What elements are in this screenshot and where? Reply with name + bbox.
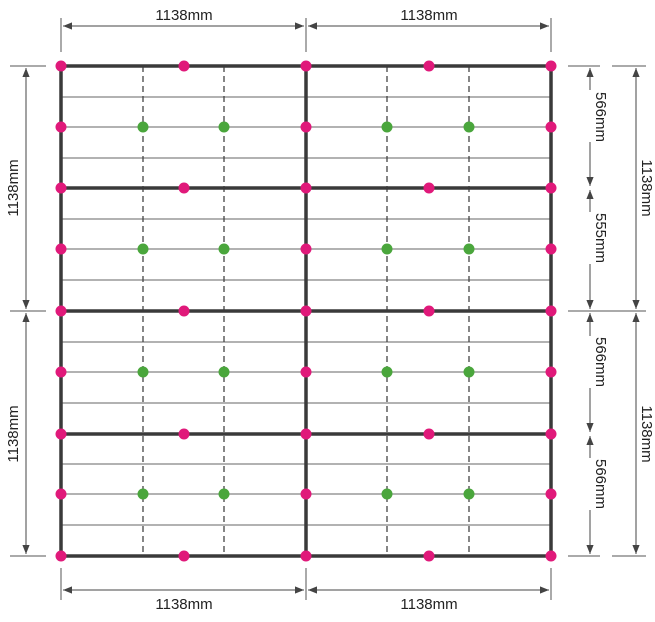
fixing-point-magenta xyxy=(55,243,67,255)
dim-label-left-upper: 1138mm xyxy=(5,159,22,216)
fixing-point-green xyxy=(463,366,475,378)
fixing-point-magenta xyxy=(55,366,67,378)
fixing-point-magenta xyxy=(545,182,557,194)
extension-lines xyxy=(10,18,646,600)
dim-label-right-upper: 1138mm xyxy=(638,159,655,216)
fixing-point-magenta xyxy=(178,182,190,194)
fixing-point-magenta xyxy=(300,428,312,440)
dim-label-top-right: 1138mm xyxy=(400,7,457,24)
fixing-point-magenta xyxy=(300,121,312,133)
fixing-point-magenta xyxy=(300,243,312,255)
fixing-point-magenta xyxy=(423,428,435,440)
dim-label-top-left: 1138mm xyxy=(155,7,212,24)
fixing-point-green xyxy=(381,366,393,378)
fixing-point-magenta xyxy=(423,550,435,562)
dim-label-inner-3: 566mm xyxy=(592,337,609,387)
fixing-point-magenta xyxy=(545,243,557,255)
fixing-point-green xyxy=(463,121,475,133)
fixing-point-magenta xyxy=(545,550,557,562)
fixing-point-magenta xyxy=(178,60,190,72)
fixing-point-magenta xyxy=(545,488,557,500)
fixing-point-magenta xyxy=(55,121,67,133)
fixing-point-magenta xyxy=(300,488,312,500)
fixing-point-magenta xyxy=(300,366,312,378)
fixing-point-green xyxy=(218,488,230,500)
fixing-point-green xyxy=(137,488,149,500)
fixing-point-green xyxy=(463,243,475,255)
fixing-point-green xyxy=(381,488,393,500)
fixing-point-green xyxy=(218,121,230,133)
dim-label-bottom-left: 1138mm xyxy=(155,596,212,613)
fixing-point-magenta xyxy=(300,550,312,562)
fixing-point-magenta xyxy=(423,182,435,194)
anchor-points xyxy=(55,60,557,562)
dim-label-bottom-right: 1138mm xyxy=(400,596,457,613)
fixing-point-magenta xyxy=(178,305,190,317)
fixing-point-green xyxy=(218,243,230,255)
fixing-point-green xyxy=(218,366,230,378)
fixing-point-magenta xyxy=(300,60,312,72)
label-masks xyxy=(585,90,597,510)
fixing-point-magenta xyxy=(545,121,557,133)
fixing-point-magenta xyxy=(545,60,557,72)
dim-label-inner-1: 566mm xyxy=(592,92,609,142)
fixing-point-magenta xyxy=(545,428,557,440)
fixing-point-magenta xyxy=(55,550,67,562)
fixing-point-magenta xyxy=(55,428,67,440)
fixing-point-magenta xyxy=(55,60,67,72)
fixing-point-green xyxy=(137,366,149,378)
dim-label-inner-2: 555mm xyxy=(592,213,609,263)
fixing-point-green xyxy=(381,243,393,255)
fixing-point-magenta xyxy=(545,366,557,378)
fixing-point-magenta xyxy=(300,182,312,194)
fixing-point-magenta xyxy=(300,305,312,317)
fixing-point-magenta xyxy=(423,60,435,72)
dim-label-left-lower: 1138mm xyxy=(5,405,22,462)
fixing-point-magenta xyxy=(178,428,190,440)
fixing-point-green xyxy=(137,243,149,255)
fixing-point-green xyxy=(463,488,475,500)
fixing-point-magenta xyxy=(545,305,557,317)
dim-label-right-lower: 1138mm xyxy=(638,405,655,462)
fixing-point-magenta xyxy=(423,305,435,317)
fixing-point-green xyxy=(137,121,149,133)
fixing-point-green xyxy=(381,121,393,133)
fixing-point-magenta xyxy=(55,305,67,317)
fixing-point-magenta xyxy=(55,182,67,194)
dimension-arrows xyxy=(22,22,640,594)
fixing-point-magenta xyxy=(55,488,67,500)
fixing-point-magenta xyxy=(178,550,190,562)
dim-label-inner-4: 566mm xyxy=(592,459,609,509)
